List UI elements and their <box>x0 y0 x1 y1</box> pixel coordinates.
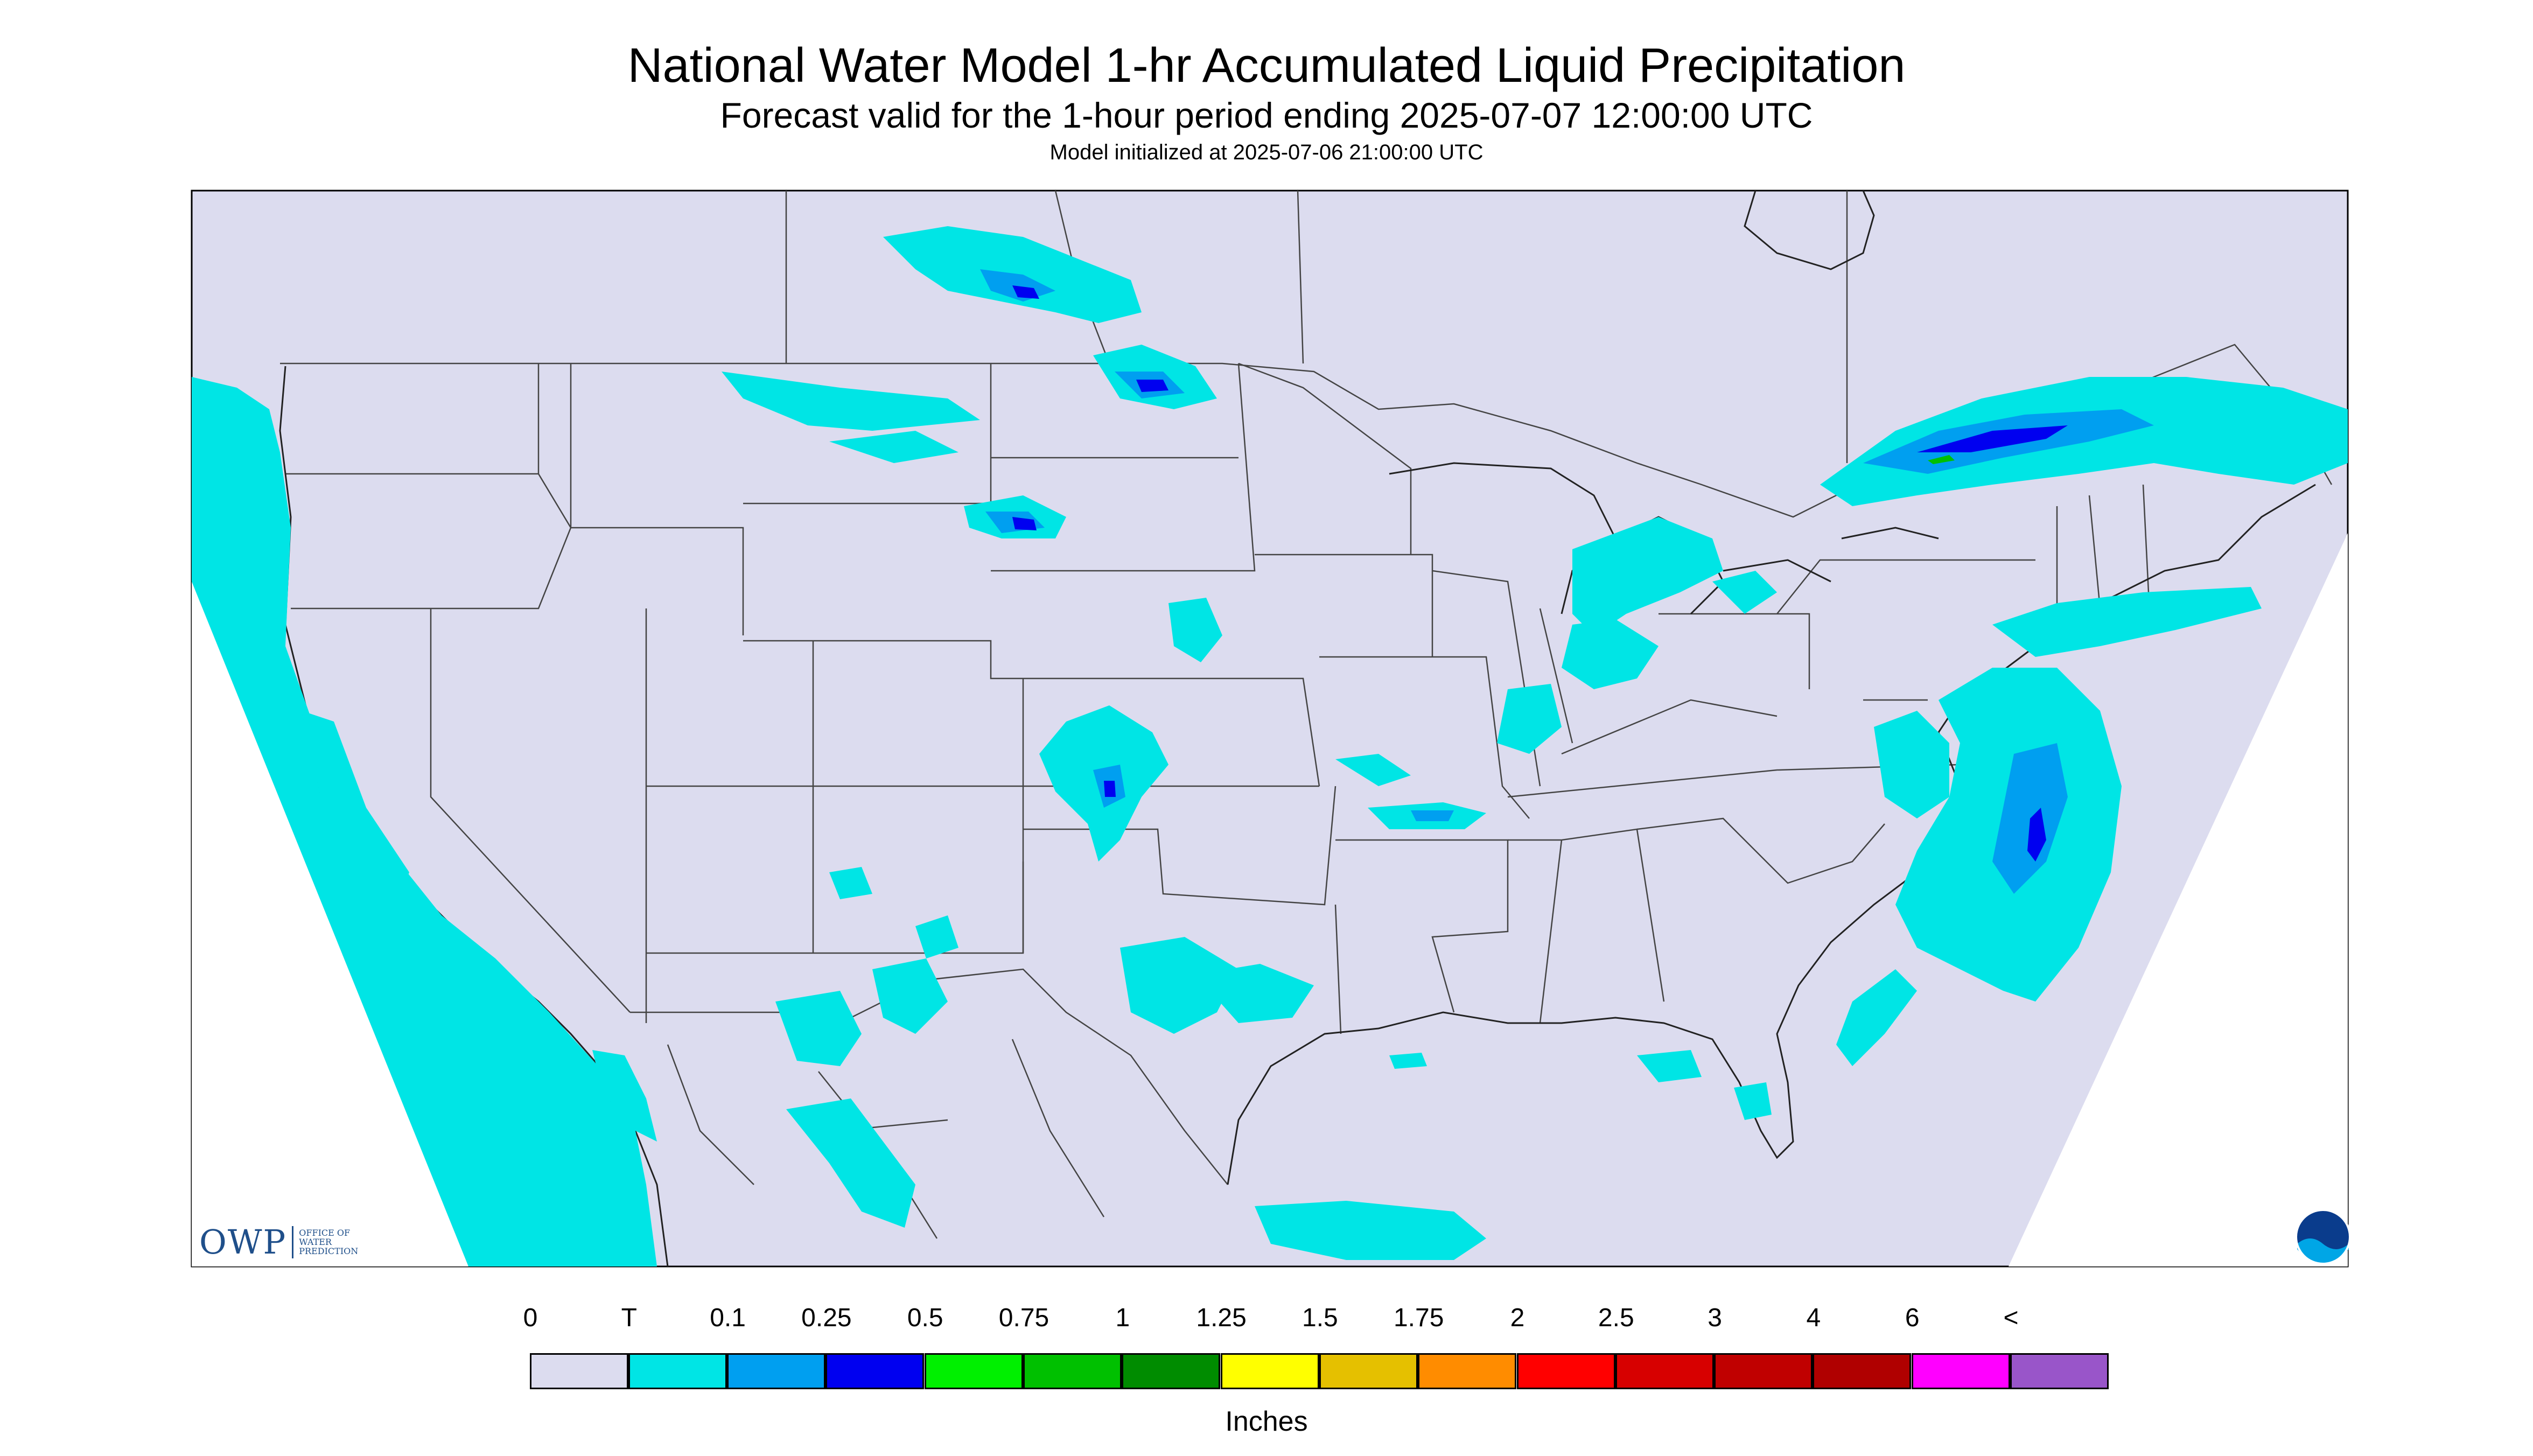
legend-tick-label: 1.25 <box>1196 1304 1247 1332</box>
precip-ohio-lake <box>1712 571 1777 614</box>
noaa-logo <box>2295 1209 2351 1265</box>
legend-tick-label: T <box>621 1304 637 1332</box>
precip-central-texas <box>1120 937 1238 1034</box>
precip-nebraska <box>1168 598 1222 662</box>
legend-tick-label: 1.5 <box>1302 1304 1338 1332</box>
owp-logo-separator <box>292 1226 294 1258</box>
minnesota-iowa <box>1238 362 1433 657</box>
legend-tick-label: 1.75 <box>1393 1304 1444 1332</box>
precip-gulf-islands <box>1389 1050 1772 1120</box>
owp-logo-text: OWP <box>199 1222 287 1262</box>
legend-tick-label: 6 <box>1905 1304 1920 1332</box>
precip-colorado <box>829 867 872 899</box>
precip-virginia <box>1874 711 1949 818</box>
precip-south-atlantic <box>1836 969 1917 1066</box>
precip-sd-heavy <box>1012 517 1037 530</box>
legend-tick-label: 2.5 <box>1598 1304 1634 1332</box>
kentucky-tennessee <box>1507 699 1778 798</box>
precip-mexico-coast <box>592 1050 657 1142</box>
precip-northeast <box>1992 587 2262 657</box>
legend-swatch <box>1418 1353 1517 1389</box>
precip-west-texas <box>872 958 948 1034</box>
missouri <box>1319 656 1530 819</box>
precip-quebec-extreme <box>1928 455 1955 464</box>
legend-swatch <box>1122 1353 1221 1389</box>
model-init-text: Model initialized at 2025-07-06 21:00:00… <box>1049 141 1484 164</box>
legend-swatch <box>1220 1353 1319 1389</box>
dakotas <box>991 363 1256 572</box>
legend-tick-label: 3 <box>1708 1304 1722 1332</box>
legend-swatch <box>1813 1353 1912 1389</box>
legend-swatch <box>1911 1353 2010 1389</box>
owp-logo-subtitle: OFFICE OF WATER PREDICTION <box>299 1228 359 1256</box>
wyoming-colorado <box>743 640 1061 680</box>
legend-swatch <box>628 1353 727 1389</box>
precip-east-texas <box>1195 964 1314 1023</box>
precip-missouri <box>1335 754 1411 786</box>
legend-swatch <box>825 1353 925 1389</box>
ohio-pennsylvania <box>1659 559 2035 689</box>
precip-arkansas-core <box>1411 810 1454 821</box>
legend-tick-label: 0.75 <box>998 1304 1049 1332</box>
precip-pacific-coast <box>192 377 657 1266</box>
owp-logo: OWP OFFICE OF WATER PREDICTION <box>199 1222 358 1262</box>
legend-tick-label: 0.1 <box>710 1304 746 1332</box>
legend-swatch <box>1615 1353 1714 1389</box>
precip-atlantic-heavy <box>2027 808 2046 862</box>
legend-tick-label: 0.5 <box>907 1304 943 1332</box>
precip-quebec-heavy <box>1917 425 2068 452</box>
precip-texas-panhandle <box>915 915 958 958</box>
legend-swatch <box>1516 1353 1615 1389</box>
utah-colorado <box>646 641 814 953</box>
precip-michigan <box>1572 517 1723 635</box>
precip-gulf-south <box>1255 1201 1486 1260</box>
legend-tick-label: < <box>2003 1304 2019 1332</box>
legend-swatch <box>2010 1353 2109 1389</box>
precip-illinois <box>1497 684 1562 754</box>
precip-new-mexico <box>775 991 862 1066</box>
map-subtitle: Forecast valid for the 1-hour period end… <box>720 95 1813 135</box>
legend-tick-label: 0.25 <box>801 1304 852 1332</box>
california-nevada <box>430 608 631 1013</box>
oregon-border <box>291 473 572 610</box>
legend-swatch <box>1714 1353 1813 1389</box>
legend-tick-label: 0 <box>523 1304 538 1332</box>
nebraska-kansas <box>1061 677 1320 787</box>
legend-swatch <box>924 1353 1023 1389</box>
precip-kansas-heavy <box>1104 781 1116 797</box>
legend-tick-label: 4 <box>1806 1304 1821 1332</box>
texas-gulf <box>1022 862 1342 1034</box>
precipitation-areas <box>192 226 2348 1266</box>
state-boundaries <box>280 190 2333 1239</box>
legend-swatch <box>529 1353 628 1389</box>
precip-montana <box>722 372 980 431</box>
arkansas-louisiana <box>1335 839 1509 1013</box>
precip-california-inland <box>302 711 409 926</box>
precip-mexico-north <box>786 1098 915 1228</box>
georgia-carolina <box>1636 817 1885 884</box>
precip-montana-2 <box>829 431 958 463</box>
precip-indiana <box>1562 619 1659 689</box>
map-title: National Water Model 1-hr Accumulated Li… <box>627 39 1906 93</box>
us-canada-border <box>280 344 2333 518</box>
legend-units: Inches <box>1225 1406 1308 1437</box>
legend-swatch <box>1023 1353 1122 1389</box>
idaho-montana <box>570 363 744 635</box>
precip-canada-prairies-heavy <box>1012 285 1039 299</box>
domain-mask-right <box>2009 533 2348 1266</box>
legend-tick-label: 2 <box>1510 1304 1525 1332</box>
hudson-bay <box>1744 190 1875 270</box>
legend-tick-label: 1 <box>1115 1304 1130 1332</box>
legend-swatch <box>727 1353 826 1389</box>
new-england <box>2056 484 2150 609</box>
precip-north-dakota-heavy <box>1136 380 1168 392</box>
legend-swatch <box>1319 1353 1418 1389</box>
